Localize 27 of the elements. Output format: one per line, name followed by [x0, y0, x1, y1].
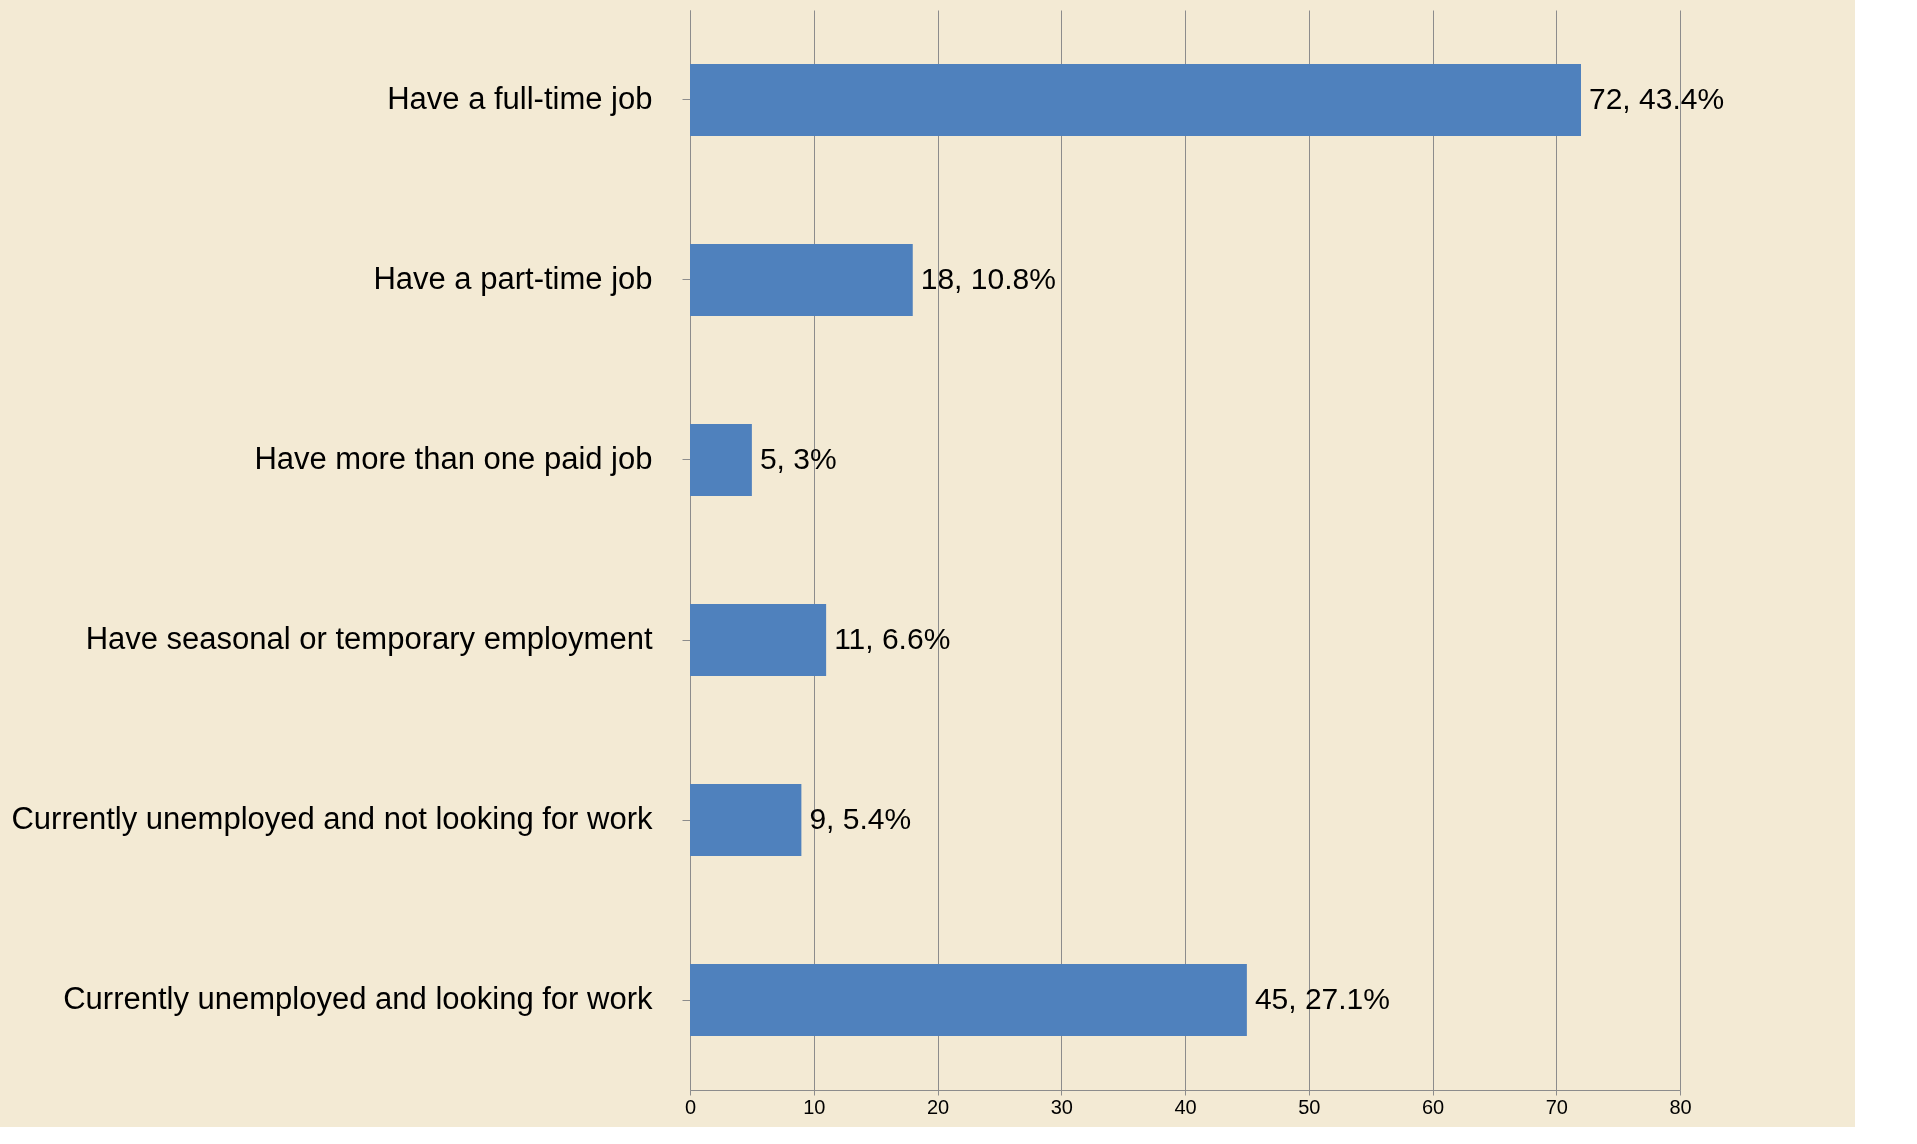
data-label: 9, 5.4% — [809, 802, 912, 835]
x-tick-label: 10 — [803, 1095, 826, 1118]
data-label: 72, 43.4% — [1589, 82, 1725, 115]
data-label: 45, 27.1% — [1254, 982, 1390, 1015]
y-tick-label: Have more than one paid job — [254, 441, 653, 476]
y-tick-label: Have a part-time job — [373, 261, 653, 296]
data-label: 11, 6.6% — [834, 622, 951, 655]
bar — [690, 964, 1247, 1036]
x-tick-label: 80 — [1669, 1095, 1692, 1118]
data-label: 5, 3% — [759, 442, 837, 475]
x-tick-label: 40 — [1174, 1095, 1197, 1118]
x-tick-label: 20 — [926, 1095, 950, 1118]
bar — [690, 784, 802, 856]
x-tick-label: 30 — [1050, 1095, 1073, 1118]
data-label: 18, 10.8% — [920, 262, 1056, 295]
x-tick-label: 50 — [1298, 1095, 1321, 1118]
x-tick-label: 70 — [1545, 1095, 1568, 1118]
x-tick-label: 60 — [1421, 1095, 1445, 1118]
x-tick-label: 0 — [684, 1095, 697, 1118]
bar — [690, 64, 1581, 136]
y-tick-label: Currently unemployed and looking for work — [63, 981, 653, 1016]
bar — [690, 424, 752, 496]
y-tick-label: Have seasonal or temporary employment — [85, 621, 653, 656]
y-tick-label: Have a full-time job — [387, 81, 653, 116]
bar — [690, 604, 827, 676]
bar — [690, 244, 913, 316]
y-tick-label: Currently unemployed and not looking for work — [11, 801, 653, 836]
